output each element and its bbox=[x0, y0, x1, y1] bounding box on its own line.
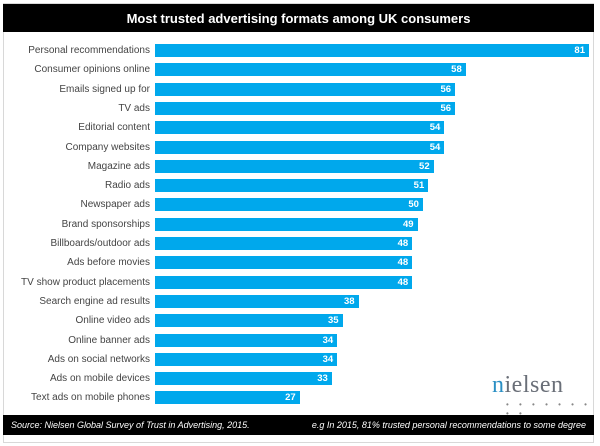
bar-row: Brand sponsorships 49 bbox=[0, 216, 600, 235]
chart-title-bar: Most trusted advertising formats among U… bbox=[3, 4, 594, 32]
bar: 50 bbox=[155, 198, 423, 212]
category-label: Radio ads bbox=[104, 180, 150, 192]
category-label: Editorial content bbox=[78, 122, 150, 134]
bar-row: Text ads on mobile phones 27 bbox=[0, 389, 600, 408]
bar-value: 81 bbox=[574, 45, 585, 56]
bar: 49 bbox=[155, 217, 418, 231]
bar-row: Online video ads 35 bbox=[0, 312, 600, 331]
bar-value: 35 bbox=[327, 315, 339, 327]
bar-value: 27 bbox=[285, 392, 296, 404]
bar: 56 bbox=[155, 101, 456, 115]
bar: 56 bbox=[155, 82, 456, 96]
bar-row: TV ads 56 bbox=[0, 100, 600, 119]
bar-value: 50 bbox=[408, 199, 419, 211]
category-label: Ads on social networks bbox=[47, 353, 150, 365]
bar: 34 bbox=[155, 333, 338, 347]
bar: 35 bbox=[155, 314, 343, 328]
bar: 52 bbox=[155, 159, 434, 173]
bar: 48 bbox=[155, 275, 413, 289]
bar-row: Emails signed up for 56 bbox=[0, 81, 600, 100]
bar-value: 54 bbox=[429, 122, 441, 134]
bar: 81 bbox=[155, 44, 589, 57]
bar-row: Billboards/outdoor ads 48 bbox=[0, 235, 600, 254]
bar-row: Search engine ad results 38 bbox=[0, 293, 600, 312]
category-label: TV show product placements bbox=[21, 276, 150, 288]
bar-value: 56 bbox=[440, 83, 452, 95]
bar: 48 bbox=[155, 256, 413, 270]
nielsen-logo: nielsen bbox=[492, 372, 564, 398]
bar-row: Newspaper ads 50 bbox=[0, 196, 600, 215]
category-label: Search engine ad results bbox=[39, 295, 150, 307]
bar: 54 bbox=[155, 121, 445, 135]
bar-value: 48 bbox=[397, 276, 409, 288]
bar-row: Editorial content 54 bbox=[0, 119, 600, 138]
category-label: Personal recommendations bbox=[28, 45, 150, 56]
category-label: Brand sponsorships bbox=[61, 218, 150, 230]
bar-value: 48 bbox=[397, 238, 409, 249]
bar-row: Consumer opinions online 58 bbox=[0, 61, 600, 80]
footer-bar: Source: Nielsen Global Survey of Trust i… bbox=[3, 415, 594, 435]
category-label: Emails signed up for bbox=[59, 83, 150, 95]
category-label: Ads on mobile devices bbox=[49, 373, 150, 385]
bar-row: Company websites 54 bbox=[0, 139, 600, 158]
bar-value: 33 bbox=[317, 373, 328, 385]
category-label: Company websites bbox=[65, 141, 150, 153]
bar-value: 54 bbox=[429, 141, 441, 153]
bar-row: Ads on social networks 34 bbox=[0, 351, 600, 370]
bar-row: Magazine ads 52 bbox=[0, 158, 600, 177]
bar: 58 bbox=[155, 63, 466, 77]
category-label: Online banner ads bbox=[68, 334, 150, 346]
category-label: Magazine ads bbox=[87, 160, 150, 172]
bar-value: 34 bbox=[322, 353, 334, 365]
bar-value: 51 bbox=[413, 180, 425, 192]
chart-frame bbox=[3, 3, 594, 443]
source-note: Source: Nielsen Global Survey of Trust i… bbox=[11, 420, 250, 430]
category-label: Ads before movies bbox=[67, 257, 150, 269]
bar: 54 bbox=[155, 140, 445, 154]
bar-value: 48 bbox=[397, 257, 409, 269]
category-label: Newspaper ads bbox=[80, 199, 150, 211]
bar: 27 bbox=[155, 391, 300, 405]
category-label: Text ads on mobile phones bbox=[31, 392, 150, 404]
bar: 51 bbox=[155, 179, 429, 193]
bar-row: Online banner ads 34 bbox=[0, 332, 600, 351]
bar: 48 bbox=[155, 237, 413, 250]
category-label: Billboards/outdoor ads bbox=[50, 238, 150, 249]
bar-value: 38 bbox=[344, 295, 355, 307]
category-label: TV ads bbox=[118, 102, 150, 114]
bar-row: Ads on mobile devices 33 bbox=[0, 370, 600, 389]
bar-row: Ads before movies 48 bbox=[0, 254, 600, 273]
bar: 38 bbox=[155, 294, 359, 308]
bar-value: 49 bbox=[402, 218, 414, 230]
category-label: Consumer opinions online bbox=[34, 64, 150, 76]
bar-value: 34 bbox=[322, 334, 334, 346]
chart-title: Most trusted advertising formats among U… bbox=[126, 10, 471, 26]
bar-value: 56 bbox=[440, 102, 452, 114]
bar-row: TV show product placements 48 bbox=[0, 274, 600, 293]
bar: 34 bbox=[155, 352, 338, 366]
logo-dots: • • • • • • • • • bbox=[506, 400, 591, 418]
bar-value: 52 bbox=[419, 160, 430, 172]
bar-value: 58 bbox=[451, 64, 462, 76]
bar: 33 bbox=[155, 372, 332, 386]
bar-row: Personal recommendations 81 bbox=[0, 42, 600, 61]
category-label: Online video ads bbox=[75, 315, 151, 327]
example-note: e.g In 2015, 81% trusted personal recomm… bbox=[311, 420, 586, 430]
bar-row: Radio ads 51 bbox=[0, 177, 600, 196]
